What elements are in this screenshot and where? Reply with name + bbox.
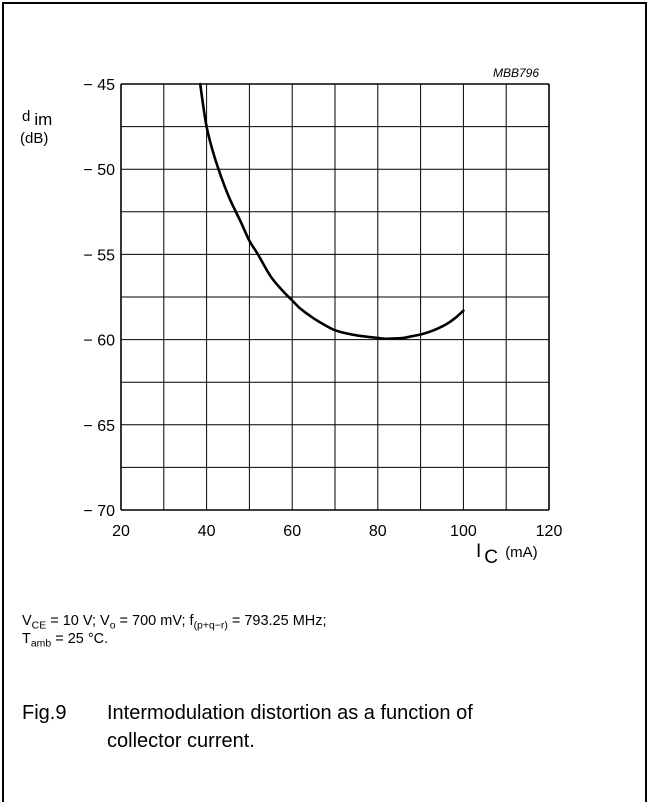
y-axis-unit: (dB) (20, 130, 49, 147)
conditions-line-1: VCE = 10 V; Vo = 700 mV; f(p+q−r) = 793.… (22, 613, 327, 632)
x-tick-label: 80 (369, 523, 387, 540)
x-tick-label: 40 (198, 523, 216, 540)
tick-labels: 20 40 60 80 100 120 − 45 − 50 − 55 − 60 − 65 − 70 (83, 77, 562, 540)
grid (120, 83, 550, 511)
y-tick-label: − 70 (83, 503, 115, 520)
series (198, 82, 465, 341)
y-tick-label: − 65 (83, 418, 115, 435)
y-tick-label: − 55 (83, 247, 115, 264)
x-tick-label: 60 (283, 523, 301, 540)
x-tick-label: 20 (112, 523, 130, 540)
series-line (198, 82, 465, 341)
y-tick-label: − 60 (83, 333, 115, 350)
y-axis-label: d im (22, 108, 53, 129)
conditions-line-2: Tamb = 25 °C. (22, 631, 109, 650)
caption-line-2: collector current. (107, 730, 255, 752)
x-tick-label: 100 (450, 523, 477, 540)
chart-code: MBB796 (493, 66, 540, 80)
figure-number: Fig.9 (22, 702, 67, 724)
y-tick-label: − 45 (83, 77, 115, 94)
y-tick-label: − 50 (83, 162, 115, 179)
x-tick-label: 120 (536, 523, 563, 540)
caption-line-1: Intermodulation distortion as a function… (107, 702, 473, 724)
